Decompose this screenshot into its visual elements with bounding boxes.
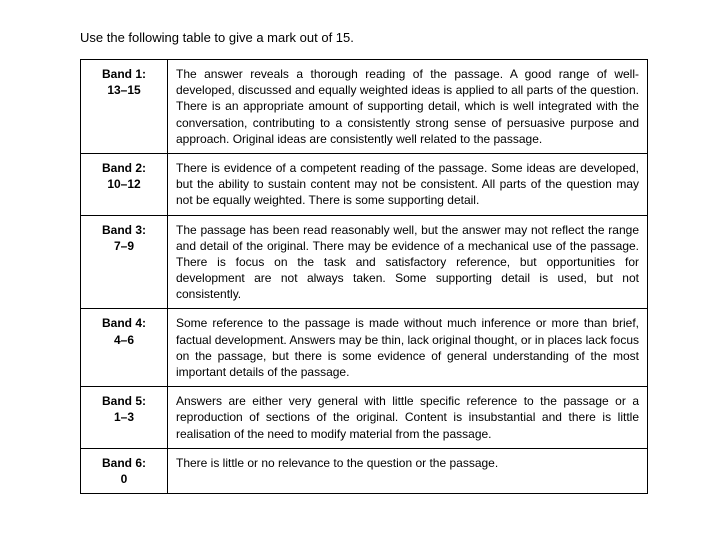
page-container: Use the following table to give a mark o… <box>0 0 728 514</box>
description-cell: Answers are either very general with lit… <box>168 387 648 449</box>
band-label: Band 5: <box>102 394 146 408</box>
band-range: 10–12 <box>107 177 140 191</box>
band-cell: Band 3: 7–9 <box>81 215 168 309</box>
band-range: 1–3 <box>114 410 134 424</box>
table-row: Band 2: 10–12 There is evidence of a com… <box>81 153 648 215</box>
table-row: Band 6: 0 There is little or no relevanc… <box>81 448 648 493</box>
description-cell: The answer reveals a thorough reading of… <box>168 60 648 154</box>
band-label: Band 6: <box>102 456 146 470</box>
band-cell: Band 5: 1–3 <box>81 387 168 449</box>
marking-table-body: Band 1: 13–15 The answer reveals a thoro… <box>81 60 648 494</box>
band-range: 13–15 <box>107 83 140 97</box>
marking-table: Band 1: 13–15 The answer reveals a thoro… <box>80 59 648 494</box>
band-cell: Band 2: 10–12 <box>81 153 168 215</box>
description-cell: The passage has been read reasonably wel… <box>168 215 648 309</box>
band-label: Band 2: <box>102 161 146 175</box>
description-cell: There is little or no relevance to the q… <box>168 448 648 493</box>
table-row: Band 3: 7–9 The passage has been read re… <box>81 215 648 309</box>
band-cell: Band 6: 0 <box>81 448 168 493</box>
description-cell: There is evidence of a competent reading… <box>168 153 648 215</box>
band-range: 7–9 <box>114 239 134 253</box>
table-row: Band 5: 1–3 Answers are either very gene… <box>81 387 648 449</box>
instruction-heading: Use the following table to give a mark o… <box>80 30 648 45</box>
description-cell: Some reference to the passage is made wi… <box>168 309 648 387</box>
band-range: 0 <box>121 472 128 486</box>
table-row: Band 4: 4–6 Some reference to the passag… <box>81 309 648 387</box>
band-cell: Band 1: 13–15 <box>81 60 168 154</box>
band-label: Band 4: <box>102 316 146 330</box>
band-label: Band 1: <box>102 67 146 81</box>
band-label: Band 3: <box>102 223 146 237</box>
table-row: Band 1: 13–15 The answer reveals a thoro… <box>81 60 648 154</box>
band-range: 4–6 <box>114 333 134 347</box>
band-cell: Band 4: 4–6 <box>81 309 168 387</box>
